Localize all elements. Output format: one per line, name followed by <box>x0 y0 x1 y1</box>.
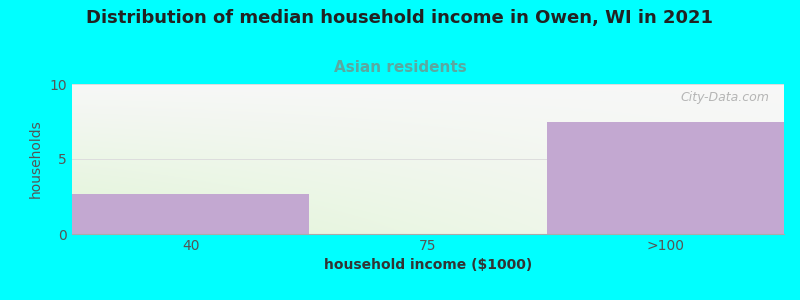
Text: Asian residents: Asian residents <box>334 60 466 75</box>
Text: City-Data.com: City-Data.com <box>681 92 770 104</box>
Bar <box>72 194 310 234</box>
Text: Distribution of median household income in Owen, WI in 2021: Distribution of median household income … <box>86 9 714 27</box>
X-axis label: household income ($1000): household income ($1000) <box>324 258 532 272</box>
Y-axis label: households: households <box>29 120 42 198</box>
Bar <box>546 122 784 234</box>
